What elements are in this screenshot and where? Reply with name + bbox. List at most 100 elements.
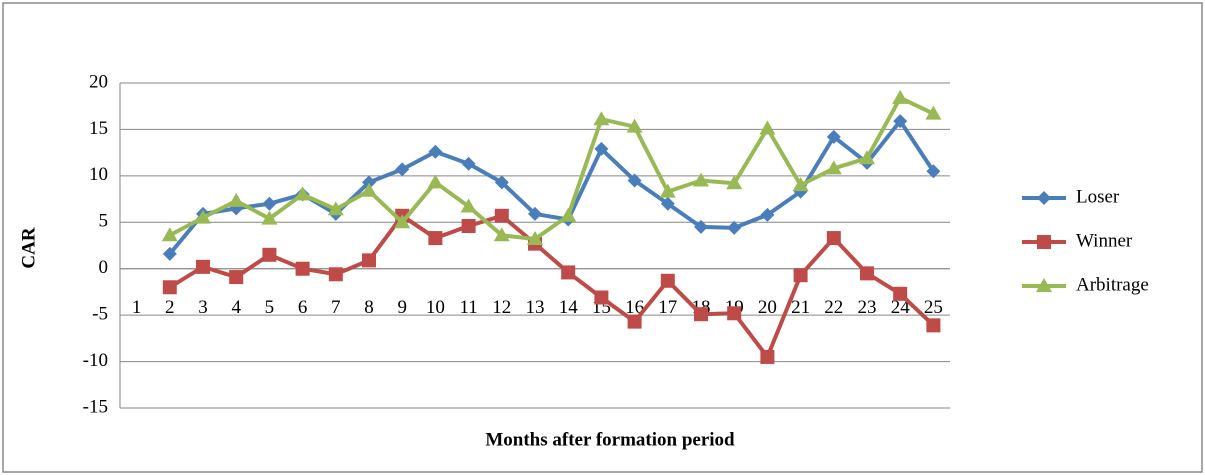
marker (261, 210, 278, 225)
x-tick-label: 22 (824, 297, 843, 318)
x-tick-label: 20 (758, 297, 777, 318)
x-tick-label: 1 (132, 297, 142, 318)
marker (161, 227, 178, 242)
legend-label: Winner (1076, 230, 1133, 251)
legend-marker (1037, 191, 1051, 205)
marker (295, 261, 310, 276)
marker (528, 206, 542, 221)
marker (294, 186, 311, 201)
marker (493, 227, 510, 242)
marker (196, 259, 210, 274)
x-tick-label: 23 (858, 297, 877, 318)
marker (626, 118, 643, 133)
legend-label: Arbitrage (1076, 274, 1149, 295)
marker (727, 220, 742, 235)
x-tick-label: 6 (298, 297, 308, 318)
marker (461, 156, 476, 171)
x-tick-label: 2 (165, 297, 175, 318)
marker (826, 129, 841, 144)
marker (427, 174, 444, 189)
marker (792, 177, 809, 192)
y-tick-label: -15 (83, 396, 108, 417)
marker (926, 164, 941, 179)
marker (627, 314, 642, 329)
marker (693, 172, 709, 187)
y-tick-label: 5 (99, 211, 109, 232)
y-tick-label: 0 (99, 257, 109, 278)
marker (727, 306, 742, 321)
y-tick-label: 15 (89, 118, 108, 139)
x-tick-label: 3 (198, 297, 208, 318)
legend-marker (1036, 278, 1052, 292)
marker (494, 208, 509, 223)
marker (395, 162, 410, 177)
x-tick-label: 24 (891, 297, 911, 318)
marker (228, 192, 245, 207)
marker (162, 280, 177, 295)
marker (328, 267, 343, 282)
y-tick-label: 10 (89, 164, 108, 185)
x-tick-label: 25 (924, 297, 943, 318)
marker (494, 175, 509, 190)
marker (694, 219, 708, 234)
marker (859, 150, 875, 165)
marker (262, 247, 277, 262)
marker (892, 89, 909, 104)
marker (660, 273, 675, 288)
marker (362, 253, 376, 268)
marker (428, 231, 443, 246)
marker (428, 144, 443, 159)
marker (627, 173, 642, 188)
marker (659, 183, 676, 198)
marker (593, 111, 610, 126)
marker (760, 207, 775, 222)
x-tick-label: 10 (426, 297, 445, 318)
marker (362, 175, 376, 190)
x-tick-label: 11 (459, 297, 477, 318)
legend-marker (1037, 235, 1051, 249)
marker (195, 209, 211, 224)
marker (925, 105, 942, 120)
marker (926, 318, 941, 333)
x-tick-label: 4 (231, 297, 241, 318)
x-tick-label: 14 (559, 297, 579, 318)
marker (262, 196, 277, 211)
x-tick-label: 7 (331, 297, 341, 318)
x-tick-label: 8 (364, 297, 374, 318)
marker (825, 160, 842, 175)
marker (461, 219, 476, 233)
marker (394, 214, 411, 229)
x-tick-label: 12 (492, 297, 511, 318)
y-tick-label: -5 (92, 304, 108, 325)
y-axis-title: CAR (18, 227, 39, 268)
marker (327, 201, 344, 216)
marker (660, 196, 675, 211)
marker (893, 286, 908, 301)
marker (594, 290, 609, 305)
marker (760, 349, 775, 364)
marker (229, 270, 244, 285)
marker (162, 246, 177, 261)
marker (594, 141, 609, 156)
marker (527, 231, 543, 245)
marker (793, 268, 808, 283)
x-tick-label: 9 (397, 297, 407, 318)
marker (759, 120, 776, 135)
marker (561, 265, 576, 280)
marker (826, 231, 841, 246)
marker (726, 175, 743, 190)
x-tick-label: 13 (526, 297, 545, 318)
y-tick-label: 20 (89, 71, 108, 92)
x-tick-label: 17 (658, 297, 677, 318)
marker (460, 198, 477, 213)
x-tick-label: 21 (791, 297, 810, 318)
marker (694, 307, 708, 322)
marker (361, 182, 377, 197)
marker (560, 207, 577, 222)
legend-label: Loser (1076, 186, 1120, 207)
x-tick-label: 5 (265, 297, 275, 318)
y-tick-label: -10 (83, 350, 108, 371)
marker (860, 266, 874, 281)
